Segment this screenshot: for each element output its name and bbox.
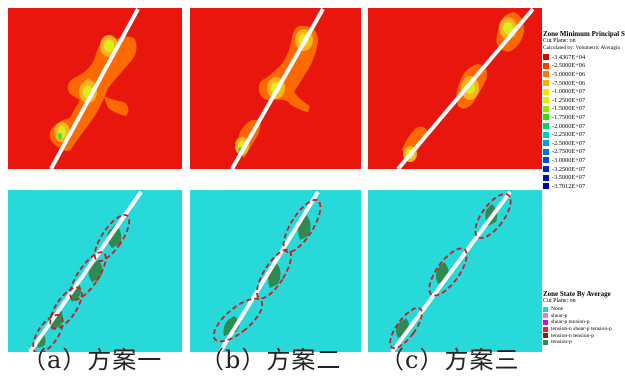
stress-legend-entry: -2.5000E+06 [543, 62, 625, 71]
stress-legend-swatch [543, 114, 549, 121]
caption-scheme-b: （b）方案二 [200, 346, 342, 374]
stress-legend-entry: -3.2500E+07 [543, 165, 625, 174]
stress-legend-label: -1.2500E+07 [552, 96, 586, 104]
stress-legend-label: -2.5000E+07 [552, 139, 586, 147]
zone-state-legend: Zone State By Average Cut Plane: on None… [543, 290, 625, 346]
stress-legend-label: -3.5000E+07 [552, 174, 586, 182]
stress-legend-entry: -1.5000E+07 [543, 105, 625, 114]
zone-state-legend-cut-plane: Cut Plane: on [543, 298, 576, 304]
stress-legend-cut-plane: Cut Plane: on [543, 38, 576, 44]
stress-legend-label: -2.5000E+06 [552, 62, 586, 70]
stress-legend-swatch [543, 105, 549, 112]
stress-legend-entry: -5.0000E+06 [543, 70, 625, 79]
stress-legend-swatch [543, 54, 549, 61]
stress-legend-title: Zone Minimum Principal Stres [543, 30, 625, 38]
zone-state-legend-entry: tension-n shear-p tension-p [543, 326, 625, 333]
stress-legend-label: -7.5000E+06 [552, 79, 586, 87]
zone-state-legend-label: tension-n shear-p tension-p [551, 326, 612, 333]
stress-contour-panel-a [8, 8, 182, 169]
zone-state-legend-swatch [543, 333, 548, 339]
stress-legend-entry: -3.7012E+07 [543, 182, 625, 191]
stress-legend-swatch [543, 140, 549, 147]
stress-legend-swatch [543, 174, 549, 181]
stress-legend-label: -3.4367E+04 [552, 53, 586, 61]
stress-legend-entry: -1.7500E+07 [543, 113, 625, 122]
stress-legend-entry: -2.0000E+07 [543, 122, 625, 131]
zone-state-panel-a [8, 190, 182, 352]
stress-legend-label: -1.7500E+07 [552, 113, 586, 121]
stress-legend-label: -2.2500E+07 [552, 131, 586, 139]
stress-legend-calc-method: Calculated by: Volumetric Averagin [543, 45, 621, 51]
zone-state-legend-swatch [543, 306, 548, 312]
zone-state-legend-label: tension-n tension-p [551, 332, 595, 339]
caption-scheme-c: （c）方案三 [380, 346, 520, 374]
stress-legend-swatch [543, 157, 549, 164]
zone-state-legend-swatch [543, 326, 548, 332]
zone-state-legend-swatch [543, 319, 548, 325]
stress-legend-swatch [543, 148, 549, 155]
stress-legend-swatch [543, 131, 549, 138]
stress-legend-entry: -3.5000E+07 [543, 173, 625, 182]
stress-legend-label: -3.7012E+07 [552, 182, 586, 190]
stress-legend-swatch [543, 183, 549, 190]
stress-legend-label: -5.0000E+06 [552, 70, 586, 78]
zone-state-legend-swatch [543, 339, 548, 345]
stress-legend-swatch [543, 88, 549, 95]
stress-legend-entry: -3.0000E+07 [543, 156, 625, 165]
stress-legend-swatch [543, 71, 549, 78]
zone-state-legend-label: shear-p tension-p [551, 319, 590, 326]
stress-legend-label: -1.0000E+07 [552, 88, 586, 96]
stress-legend-swatch [543, 62, 549, 69]
stress-legend-entry: -1.0000E+07 [543, 87, 625, 96]
stress-legend: Zone Minimum Principal Stres Cut Plane: … [543, 30, 625, 191]
stress-legend-label: -1.5000E+07 [552, 105, 586, 113]
stress-legend-swatch [543, 97, 549, 104]
stress-legend-label: -3.0000E+07 [552, 156, 586, 164]
stress-contour-panel-c [368, 8, 542, 169]
stress-legend-label: -2.0000E+07 [552, 122, 586, 130]
stress-legend-label: -2.7500E+07 [552, 148, 586, 156]
zone-state-legend-entry: None [543, 306, 625, 313]
zone-state-legend-label: None [551, 306, 564, 313]
stress-legend-swatch [543, 123, 549, 130]
caption-scheme-a: （a）方案一 [22, 346, 163, 374]
zone-state-legend-swatch [543, 313, 548, 319]
zone-state-legend-entry: shear-p tension-p [543, 319, 625, 326]
zone-state-panel-b [190, 190, 361, 352]
zone-state-legend-label: tension-p [551, 339, 572, 346]
stress-legend-label: -3.2500E+07 [552, 165, 586, 173]
stress-legend-entry: -2.2500E+07 [543, 130, 625, 139]
zone-state-panel-c [368, 190, 542, 352]
stress-legend-entry: -2.7500E+07 [543, 148, 625, 157]
stress-legend-entry: -7.5000E+06 [543, 79, 625, 88]
zone-state-legend-label: shear-p [551, 312, 568, 319]
stress-legend-swatch [543, 80, 549, 87]
zone-state-legend-entry: tension-n tension-p [543, 332, 625, 339]
zone-state-legend-entry: shear-p [543, 313, 625, 320]
stress-legend-swatch [543, 166, 549, 173]
zone-state-legend-entry: tension-p [543, 339, 625, 346]
stress-contour-panel-b [190, 8, 361, 169]
zone-state-legend-title: Zone State By Average [543, 290, 611, 298]
stress-legend-entry: -1.2500E+07 [543, 96, 625, 105]
stress-legend-entry: -2.5000E+07 [543, 139, 625, 148]
stress-legend-entry: -3.4367E+04 [543, 53, 625, 62]
